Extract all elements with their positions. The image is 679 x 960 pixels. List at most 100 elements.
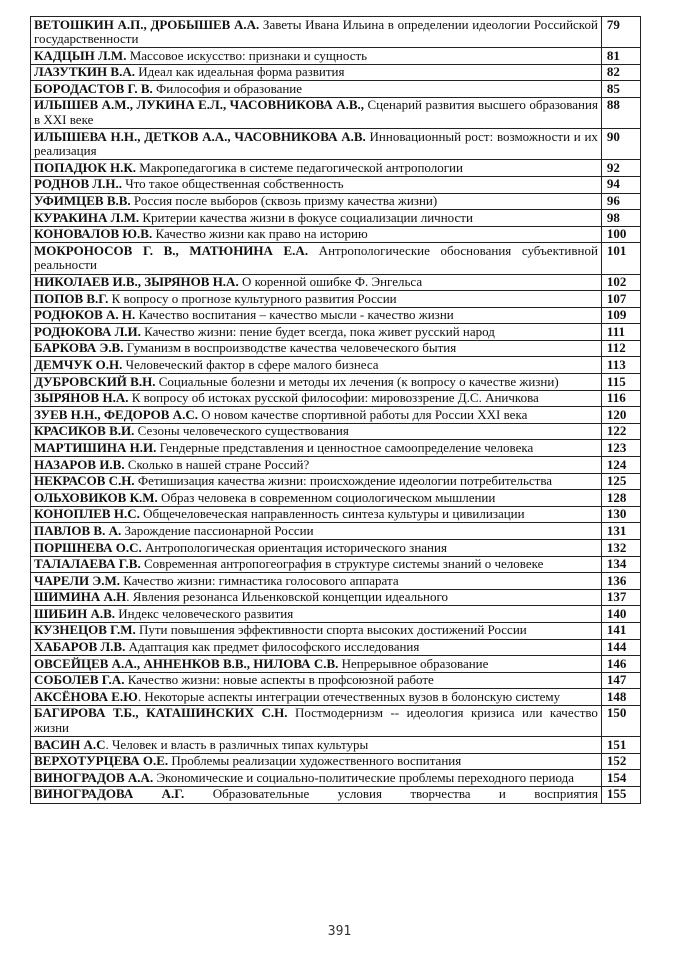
entry-page: 144 — [600, 638, 642, 657]
contents-entry: ШИБИН А.В. Индекс человеческого развития… — [30, 605, 642, 623]
entry-title: . Некоторые аспекты интеграции отечестве… — [137, 688, 561, 704]
contents-entry: БАРКОВА Э.В. Гуманизм в воспроизводстве … — [30, 339, 642, 358]
entry-text: КРАСИКОВ В.И. Сезоны человеческого сущес… — [30, 422, 602, 441]
contents-entry: ВАСИН А.С. Человек и власть в различных … — [30, 736, 642, 754]
entry-text: ВИНОГРАДОВ А.А. Экономические и социальн… — [30, 769, 602, 787]
entry-page: 151 — [600, 736, 642, 754]
contents-entry: КОНОВАЛОВ Ю.В. Качество жизни как право … — [30, 225, 642, 244]
page-number: 391 — [327, 924, 352, 939]
entry-author: ЛАЗУТКИН В.А. — [34, 64, 135, 80]
entry-text: ПАВЛОВ В. А. Зарождение пассионарной Рос… — [30, 522, 602, 540]
contents-entry: ЧАРЕЛИ Э.М. Качество жизни: гимнастика г… — [30, 572, 642, 590]
entry-text: ВЕТОШКИН А.П., ДРОБЫШЕВ А.А. Заветы Иван… — [30, 15, 602, 49]
entry-page: 94 — [600, 175, 642, 194]
entry-page: 112 — [600, 339, 642, 358]
entry-text: КОНОВАЛОВ Ю.В. Качество жизни как право … — [30, 225, 602, 244]
entry-page: 115 — [600, 373, 642, 391]
entry-title: Критерии качества жизни в фокусе социали… — [139, 209, 473, 225]
contents-entry: КОНОПЛЕВ Н.С. Общечеловеческая направлен… — [30, 505, 642, 524]
entry-page: 90 — [600, 128, 642, 161]
entry-title: . Явления резонанса Ильенковской концепц… — [126, 589, 449, 605]
entry-text: БАГИРОВА Т.Б., КАТАШИНСКИХ С.Н. Постмоде… — [30, 704, 602, 738]
entry-page: 82 — [600, 63, 642, 82]
entry-page: 137 — [600, 588, 642, 607]
entry-author: ОВСЕЙЦЕВ А.А., АННЕНКОВ В.В., НИЛОВА С.В… — [34, 655, 339, 671]
entry-text: КУЗНЕЦОВ Г.М. Пути повышения эффективнос… — [30, 621, 602, 640]
entry-author: ЗУЕВ Н.Н., ФЕДОРОВ А.С. — [34, 406, 198, 422]
entry-author: НЕКРАСОВ С.Н. — [34, 473, 135, 489]
entry-page: 111 — [600, 323, 642, 341]
entry-text: ЗЫРЯНОВ Н.А. К вопросу об истоках русско… — [30, 389, 602, 408]
contents-entry: ОВСЕЙЦЕВ А.А., АННЕНКОВ В.В., НИЛОВА С.В… — [30, 655, 642, 673]
entry-author: РОДЮКОВА Л.И. — [34, 323, 141, 339]
entry-title: Что такое общественная собственность — [121, 176, 344, 192]
contents-entry: ЗЫРЯНОВ Н.А. К вопросу об истоках русско… — [30, 389, 642, 408]
contents-entry: КАДЦЫН Л.М. Массовое искусство: признаки… — [30, 47, 642, 65]
contents-entry: ШИМИНА А.Н. Явления резонанса Ильенковск… — [30, 588, 642, 607]
contents-entry: АКСЁНОВА Е.Ю. Некоторые аспекты интеграц… — [30, 688, 642, 706]
contents-entry: ДЕМЧУК О.Н. Человеческий фактор в сфере … — [30, 356, 642, 375]
entry-text: КАДЦЫН Л.М. Массовое искусство: признаки… — [30, 47, 602, 65]
entry-author: ОЛЬХОВИКОВ К.М. — [34, 489, 158, 505]
entry-title: Массовое искусство: признаки и сущность — [126, 47, 368, 63]
entry-title: Антропологическая ориентация историческо… — [141, 539, 447, 555]
contents-entry: ДУБРОВСКИЙ В.Н. Социальные болезни и мет… — [30, 373, 642, 391]
contents-entry: МОКРОНОСОВ Г. В., МАТЮНИНА Е.А. Антропол… — [30, 242, 642, 275]
entry-title: Заветы Ивана Ильина в определении идеоло… — [34, 16, 598, 47]
entry-author: ДЕМЧУК О.Н. — [34, 356, 123, 372]
entry-title: Зарождение пассионарной России — [121, 522, 314, 538]
entry-page: 132 — [600, 539, 642, 557]
entry-title: Россия после выборов (сквозь призму каче… — [130, 193, 438, 209]
entry-page: 102 — [600, 273, 642, 292]
entry-author: КОНОВАЛОВ Ю.В. — [34, 226, 153, 242]
entry-title: Непрерывное образование — [338, 655, 489, 671]
entry-page: 79 — [600, 15, 642, 49]
contents-entry: РОДЮКОВ А. Н. Качество воспитания – каче… — [30, 306, 642, 325]
entry-title: Сценарий развития высшего образования в … — [34, 97, 598, 128]
entry-page: 147 — [600, 671, 642, 690]
entry-text: РОДЮКОВА Л.И. Качество жизни: пение буде… — [30, 323, 602, 341]
entry-title: Общечеловеческая направленность синтеза … — [139, 506, 525, 522]
contents-table: ВЕТОШКИН А.П., ДРОБЫШЕВ А.А. Заветы Иван… — [30, 15, 642, 804]
contents-entry: ЗУЕВ Н.Н., ФЕДОРОВ А.С. О новом качестве… — [30, 406, 642, 424]
entry-text: МАРТИШИНА Н.И. Гендерные представления и… — [30, 439, 602, 458]
entry-text: ИЛЫШЕВ А.М., ЛУКИНА Е.Л., ЧАСОВНИКОВА А.… — [30, 96, 602, 130]
entry-title: К вопросу об истоках русской философии: … — [128, 390, 539, 406]
entry-page: 150 — [600, 704, 642, 738]
entry-text: УФИМЦЕВ В.В. Россия после выборов (сквоз… — [30, 192, 602, 211]
entry-author: ВИНОГРАДОВА А.Г. — [34, 786, 185, 802]
contents-entry: РОДЮКОВА Л.И. Качество жизни: пение буде… — [30, 323, 642, 341]
contents-entry: БАГИРОВА Т.Б., КАТАШИНСКИХ С.Н. Постмоде… — [30, 704, 642, 738]
contents-entry: ТАЛАЛАЕВА Г.В. Современная антропогеогра… — [30, 555, 642, 574]
entry-author: ТАЛАЛАЕВА Г.В. — [34, 556, 141, 572]
entry-title: Макропедагогика в системе педагогической… — [136, 159, 463, 175]
entry-page: 136 — [600, 572, 642, 590]
entry-title: Философия и образование — [152, 80, 303, 96]
entry-page: 152 — [600, 752, 642, 771]
entry-page: 98 — [600, 209, 642, 227]
entry-text: ВАСИН А.С. Человек и власть в различных … — [30, 736, 602, 754]
entry-author: РОДЮКОВ А. Н. — [34, 307, 136, 323]
entry-page: 96 — [600, 192, 642, 211]
entry-author: ШИБИН А.В. — [34, 605, 116, 621]
entry-author: КОНОПЛЕВ Н.С. — [34, 506, 140, 522]
entry-title: Человеческий фактор в сфере малого бизне… — [122, 356, 379, 372]
entry-author: ВЕРХОТУРЦЕВА О.Е. — [34, 753, 169, 769]
entry-title: К вопросу о прогнозе культурного развити… — [108, 290, 397, 306]
entry-text: ВЕРХОТУРЦЕВА О.Е. Проблемы реализации ху… — [30, 752, 602, 771]
entry-text: НЕКРАСОВ С.Н. Фетишизация качества жизни… — [30, 472, 602, 491]
contents-entry: ПОПАДЮК Н.К. Макропедагогика в системе п… — [30, 159, 642, 177]
contents-entry: ПОРШНЕВА О.С. Антропологическая ориентац… — [30, 539, 642, 557]
entry-author: ЧАРЕЛИ Э.М. — [34, 572, 121, 588]
entry-author: ШИМИНА А.Н — [34, 589, 127, 605]
entry-author: КАДЦЫН Л.М. — [34, 47, 127, 63]
entry-text: ШИБИН А.В. Индекс человеческого развития — [30, 605, 602, 623]
entry-text: МОКРОНОСОВ Г. В., МАТЮНИНА Е.А. Антропол… — [30, 242, 602, 275]
contents-entry: БОРОДАСТОВ Г. В. Философия и образование… — [30, 80, 642, 98]
contents-entry: ХАБАРОВ Л.В. Адаптация как предмет филос… — [30, 638, 642, 657]
entry-page: 140 — [600, 605, 642, 623]
entry-text: БОРОДАСТОВ Г. В. Философия и образование — [30, 80, 602, 98]
entry-text: ПОПАДЮК Н.К. Макропедагогика в системе п… — [30, 159, 602, 177]
entry-author: НАЗАРОВ И.В. — [34, 456, 125, 472]
entry-author: ВЕТОШКИН А.П., ДРОБЫШЕВ А.А. — [34, 16, 260, 32]
